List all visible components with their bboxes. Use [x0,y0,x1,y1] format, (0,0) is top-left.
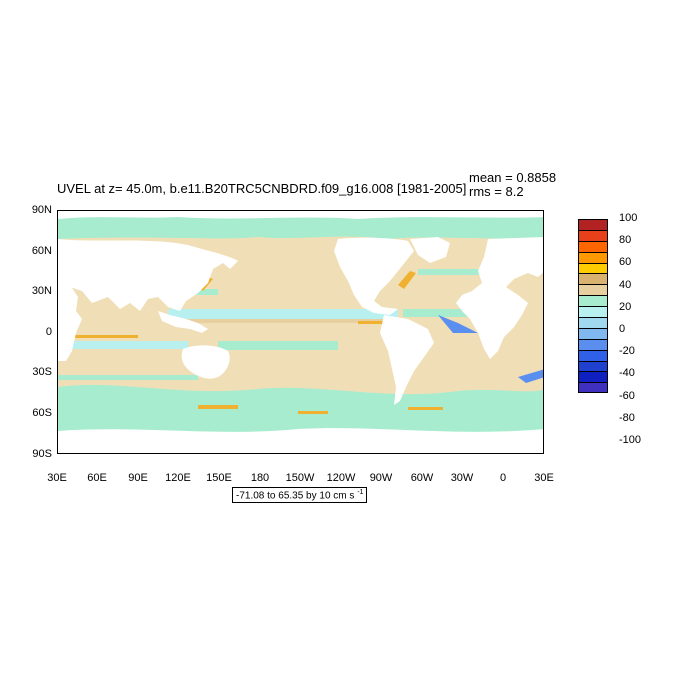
range-text: -71.08 to 65.35 by 10 cm s [236,490,355,502]
colorbar-box [578,338,608,350]
south-indian-band [58,375,198,380]
contour-range-label: -71.08 to 65.35 by 10 cm s -1 [232,487,368,504]
x-tick-180: 180 [250,472,270,484]
colorbar-box [578,371,608,383]
colorbar-box [578,219,608,230]
colorbar-box [578,262,608,274]
arctic-band [58,211,543,239]
colorbar-label: 80 [619,234,632,247]
y-tick-30s: 30S [32,366,52,378]
map-svg [58,211,543,453]
land-arctic-cap [58,211,543,219]
land-africa-west [58,273,82,361]
x-tick-90e: 90E [128,472,148,484]
colorbar-box [578,273,608,285]
colorbar-label: 100 [619,212,638,224]
y-tick-30n: 30N [31,285,52,297]
plot-title: UVEL at z= 45.0m, b.e11.B20TRC5CNBDRD.f0… [57,181,467,196]
agulhas-band [518,369,543,383]
colorbar-box [578,295,608,307]
map-plot [57,210,544,454]
y-tick-90s: 90S [32,448,52,460]
x-tick-0: 0 [499,472,507,484]
acc-segment-1 [198,405,238,409]
colorbar-label: 40 [619,278,632,291]
colorbar-label: -80 [619,411,635,424]
x-tick-150e: 150E [206,472,232,484]
colorbar-label: 60 [619,256,632,269]
x-tick-60e: 60E [87,472,107,484]
colorbar-box [578,360,608,372]
south-pacific-band [218,341,338,350]
atlantic-eq-band [403,309,493,317]
land-antarctica [58,428,543,453]
colorbar-box [578,306,608,318]
colorbar-label: -40 [619,367,635,380]
colorbar-box [578,382,608,394]
land-greenland [410,237,450,263]
x-tick-30e: 30E [47,472,67,484]
land-indonesia [158,311,208,333]
colorbar-box [578,251,608,263]
acc-segment-3 [408,407,443,410]
equatorial-undercurrent [358,321,388,324]
rms-value: rms = 8.2 [469,184,524,199]
land-eurasia [58,239,238,311]
range-unit-exponent: -1 [357,489,364,496]
y-tick-60n: 60N [31,245,52,257]
colorbar-box [578,240,608,252]
colorbar-label: -20 [619,345,635,358]
colorbar-label: -100 [619,434,642,446]
colorbar [578,219,608,394]
y-tick-0: 0 [45,326,52,338]
brazil-current [438,315,478,333]
colorbar-label: 0 [619,323,626,335]
gulf-stream-band [418,269,488,275]
x-tick-90w: 90W [369,472,393,484]
equatorial-current-pacific [168,309,398,319]
y-tick-60s: 60S [32,407,52,419]
y-tick-90n: 90N [31,204,52,216]
colorbar-box [578,327,608,339]
colorbar-label: -60 [619,389,635,402]
land-africa-europe [456,237,543,359]
x-tick-150w: 150W [285,472,315,484]
x-tick-120e: 120E [165,472,191,484]
indian-ocean-current [68,341,188,349]
x-tick-30e-end: 30E [534,472,554,484]
x-tick-30w: 30W [450,472,474,484]
x-tick-60w: 60W [410,472,434,484]
acc-segment-2 [298,411,328,414]
colorbar-box [578,284,608,296]
gulf-stream-core [398,271,416,289]
colorbar-box [578,229,608,241]
land-north-america [334,237,414,315]
x-tick-120w: 120W [326,472,356,484]
mean-value: mean = 0.8858 [469,170,557,185]
equatorial-counter-current [183,319,388,323]
colorbar-box [578,349,608,361]
land-south-america [380,315,434,405]
indian-eq-current [68,335,138,338]
land-australia [181,345,230,379]
colorbar-box [578,317,608,328]
colorbar-label: 20 [619,300,632,313]
